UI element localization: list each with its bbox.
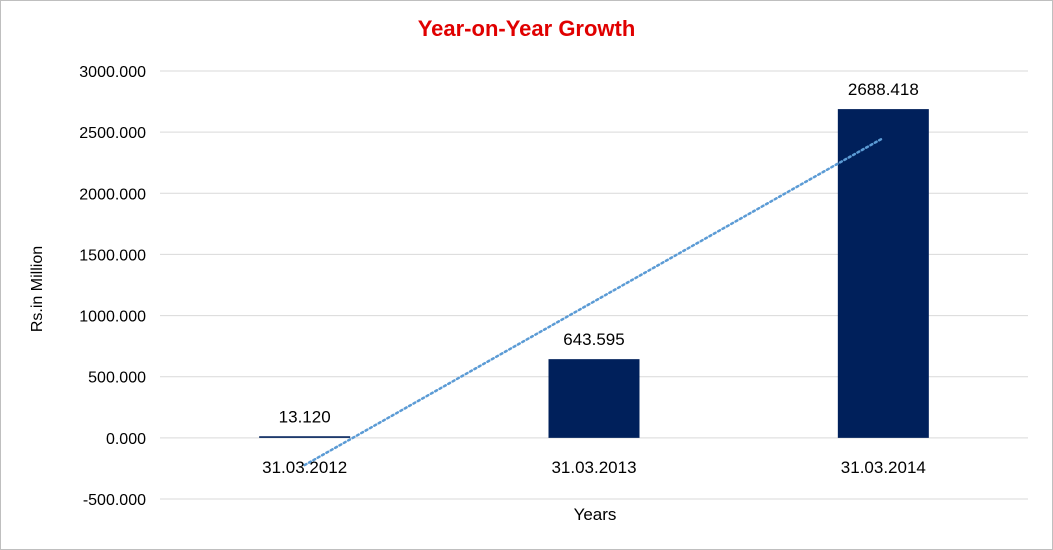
bar xyxy=(259,436,351,438)
y-tick-label: 2500.000 xyxy=(79,125,146,142)
y-tick-label: 1500.000 xyxy=(79,247,146,264)
x-tick-label: 31.03.2013 xyxy=(551,458,636,477)
x-tick-label: 31.03.2014 xyxy=(841,458,926,477)
x-axis-label: Years xyxy=(573,505,617,524)
bar xyxy=(548,359,640,438)
y-tick-label: 3000.000 xyxy=(79,64,146,81)
y-tick-label: -500.000 xyxy=(83,492,146,509)
bar xyxy=(837,109,929,438)
x-tick-label: 31.03.2012 xyxy=(262,458,347,477)
chart-title: Year-on-Year Growth xyxy=(417,16,636,41)
y-tick-label: 0.000 xyxy=(106,431,146,448)
y-tick-label: 2000.000 xyxy=(79,186,146,203)
data-label: 13.120 xyxy=(279,407,331,426)
data-label: 2688.418 xyxy=(848,80,919,99)
y-tick-label: 1000.000 xyxy=(79,309,146,326)
data-label: 643.595 xyxy=(563,330,624,349)
trendline xyxy=(303,136,885,467)
y-tick-label: 500.000 xyxy=(88,370,146,387)
